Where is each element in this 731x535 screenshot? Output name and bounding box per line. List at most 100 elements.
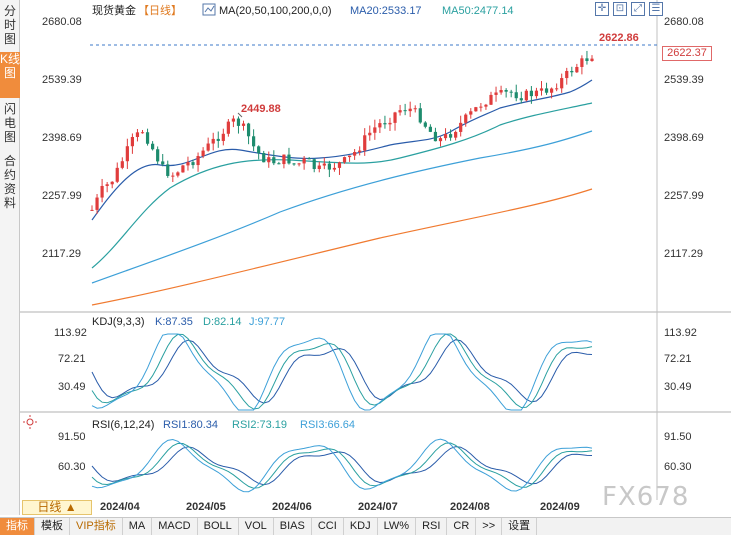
tab-rsi[interactable]: RSI xyxy=(416,518,448,535)
candle-body xyxy=(585,58,589,62)
ma50-line xyxy=(91,102,593,269)
rsi-tick-left: 60.30 xyxy=(58,461,86,473)
chart-tools: ✛ ⊡ ⤢ ☰ xyxy=(595,2,663,16)
candle-body xyxy=(332,167,337,170)
candle-body xyxy=(287,154,291,164)
price-tick-right: 2680.08 xyxy=(664,16,704,28)
candle-body xyxy=(524,90,528,101)
kdj-tick-right: 30.49 xyxy=(664,381,692,393)
tab-vip-indicators[interactable]: VIP指标 xyxy=(70,518,123,535)
candle-body xyxy=(337,162,342,168)
tab-flash-chart[interactable]: 闪电图 xyxy=(3,102,16,144)
candle-body xyxy=(398,110,402,113)
candle-body xyxy=(226,121,230,134)
candle-body xyxy=(317,165,321,170)
tab-lw[interactable]: LW% xyxy=(378,518,417,535)
candle-body xyxy=(156,149,160,162)
price-tick-right: 2539.39 xyxy=(664,74,704,86)
rsi-tick-right: 91.50 xyxy=(664,431,692,443)
candle-body xyxy=(100,185,104,198)
kdj-lines xyxy=(91,333,593,411)
candle-body xyxy=(378,123,382,128)
candle-body xyxy=(469,111,473,115)
ma20-line xyxy=(91,79,593,221)
candle-body xyxy=(171,175,175,177)
ma-params: MA(20,50,100,200,0,0) xyxy=(219,5,332,17)
candle-body xyxy=(368,132,372,136)
candle-body xyxy=(327,163,331,170)
candle-body xyxy=(560,78,564,89)
instrument-title: 现货黄金 xyxy=(92,3,136,17)
candle-body xyxy=(140,132,145,134)
candle-body xyxy=(201,150,205,157)
kline-chart[interactable]: 现货黄金 【日线】 MA(20,50,100,200,0,0) MA20:253… xyxy=(20,0,731,500)
candle-body xyxy=(246,123,251,137)
price-tick-left: 2117.29 xyxy=(42,248,81,260)
candle-body xyxy=(211,138,215,144)
candle-body xyxy=(544,88,549,93)
settings-button[interactable]: 设置 xyxy=(502,518,538,535)
candle-body xyxy=(423,122,427,127)
candle-body xyxy=(110,181,114,185)
period-selector[interactable]: 日线 ▲ xyxy=(22,500,92,515)
candle-body xyxy=(257,146,261,154)
candle-body xyxy=(388,122,392,125)
candle-body xyxy=(555,88,559,90)
more-button[interactable]: >> xyxy=(476,518,503,535)
candle-body xyxy=(443,134,448,139)
tab-contract-info[interactable]: 合约资料 xyxy=(3,154,16,210)
tab-vol[interactable]: VOL xyxy=(239,518,274,535)
tab-kdj[interactable]: KDJ xyxy=(344,518,378,535)
fullscreen-icon[interactable]: ⤢ xyxy=(631,2,645,16)
candle-body xyxy=(353,152,357,156)
ma50-value: MA50:2477.14 xyxy=(442,5,514,17)
tab-cr[interactable]: CR xyxy=(447,518,477,535)
candle-body xyxy=(297,163,301,165)
candle-body xyxy=(438,138,443,142)
candle-body xyxy=(252,136,256,147)
oscillator-line xyxy=(91,339,593,404)
candle-body xyxy=(206,143,210,151)
candle-body xyxy=(499,90,503,93)
candle-body xyxy=(363,135,367,151)
tab-indicators[interactable]: 指标 xyxy=(0,518,35,535)
kdj-tick-left: 113.92 xyxy=(54,327,87,339)
tab-timeshare[interactable]: 分时图 xyxy=(3,4,16,46)
candlestick-series xyxy=(90,50,594,214)
tab-ma[interactable]: MA xyxy=(123,518,153,535)
kdj-j: J:97.77 xyxy=(249,316,285,328)
crosshair-icon[interactable]: ✛ xyxy=(595,2,609,16)
price-tick-left: 2398.69 xyxy=(42,132,82,144)
kdj-tick-left: 72.21 xyxy=(58,353,86,365)
candle-body xyxy=(464,114,468,123)
tab-macd[interactable]: MACD xyxy=(152,518,198,535)
candle-body xyxy=(176,172,180,176)
tab-kline[interactable]: K线图 xyxy=(0,52,20,98)
candle-body xyxy=(191,162,195,166)
high-annotation: 2449.88 xyxy=(241,103,281,115)
candle-body xyxy=(105,184,109,186)
candle-body xyxy=(272,157,276,164)
current-price-tag: 2622.37 xyxy=(662,46,712,61)
price-tick-left: 2539.39 xyxy=(42,74,82,86)
tab-boll[interactable]: BOLL xyxy=(198,518,239,535)
list-icon[interactable]: ☰ xyxy=(649,2,663,16)
candle-body xyxy=(161,161,165,165)
candle-body xyxy=(580,58,584,67)
tab-template[interactable]: 模板 xyxy=(35,518,70,535)
sun-icon[interactable] xyxy=(23,415,37,429)
kdj-tick-left: 30.49 xyxy=(58,381,86,393)
oscillator-line xyxy=(91,446,593,486)
rsi-2: RSI2:73.19 xyxy=(232,419,287,431)
candle-body xyxy=(428,126,432,132)
price-tick-left: 2680.08 xyxy=(42,16,82,28)
tab-cci[interactable]: CCI xyxy=(312,518,344,535)
candle-body xyxy=(454,131,458,138)
candle-body xyxy=(277,163,281,165)
candle-body xyxy=(292,163,296,165)
tab-bias[interactable]: BIAS xyxy=(274,518,312,535)
candle-body xyxy=(322,163,326,166)
date-label: 2024/08 xyxy=(450,501,490,513)
zoom-icon[interactable]: ⊡ xyxy=(613,2,627,16)
candle-body xyxy=(570,70,574,73)
